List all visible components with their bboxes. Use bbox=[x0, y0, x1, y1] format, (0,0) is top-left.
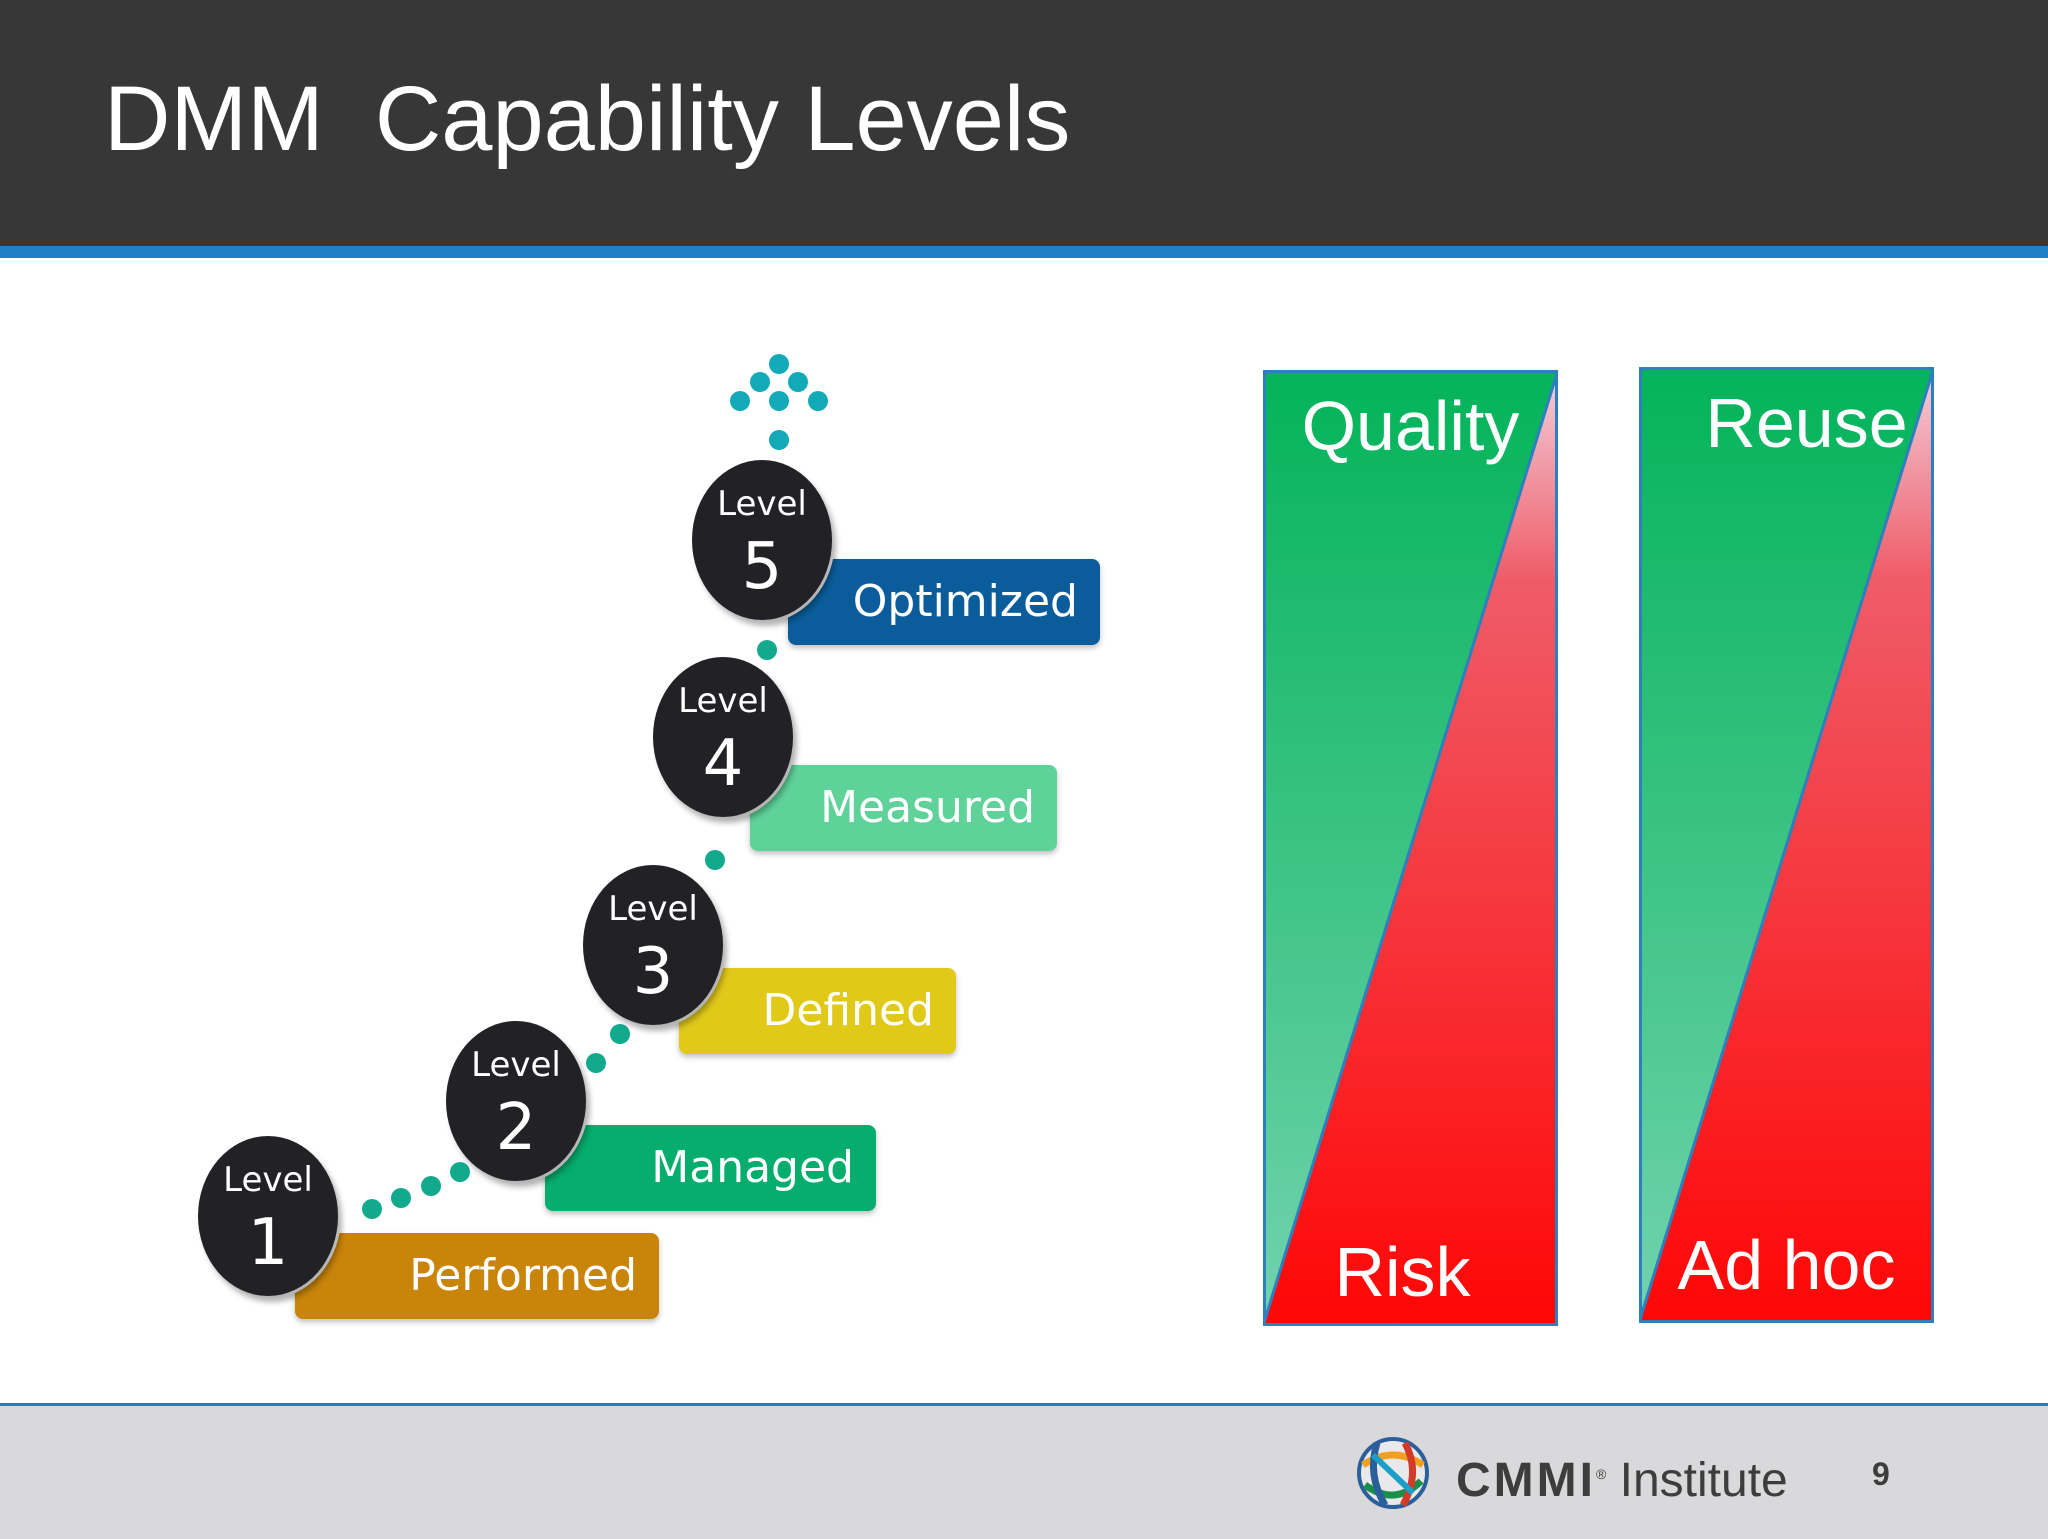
level-2-word: Level bbox=[471, 1045, 561, 1085]
level-4-word: Level bbox=[678, 681, 768, 721]
level-1-badge: Level 1 bbox=[198, 1136, 338, 1296]
connector-dot bbox=[391, 1188, 411, 1208]
burst-dot bbox=[788, 372, 808, 392]
risk-label: Risk bbox=[1334, 1233, 1471, 1311]
burst-dot bbox=[730, 391, 750, 411]
burst-dot bbox=[769, 354, 789, 374]
footer-brand-cmmi: CMMI bbox=[1456, 1454, 1596, 1507]
level-5-number: 5 bbox=[741, 530, 783, 604]
connector-dot bbox=[362, 1199, 382, 1219]
connector-dot bbox=[450, 1162, 470, 1182]
connector-dot bbox=[586, 1053, 606, 1073]
level-2-number: 2 bbox=[495, 1091, 537, 1165]
connector-dot bbox=[610, 1024, 630, 1044]
page-number: 9 bbox=[1872, 1456, 1890, 1492]
level-5-stage-bar: Optimized bbox=[788, 559, 1100, 645]
burst-dot bbox=[750, 372, 770, 392]
level-1-stage-bar: Performed bbox=[295, 1233, 659, 1319]
level-1-number: 1 bbox=[247, 1206, 289, 1280]
level-2-stage-label: Managed bbox=[651, 1142, 854, 1193]
level-3-word: Level bbox=[608, 889, 698, 929]
burst-dot bbox=[769, 391, 789, 411]
ad-hoc-label: Ad hoc bbox=[1677, 1226, 1896, 1304]
burst-dot bbox=[769, 430, 789, 450]
level-5-badge: Level 5 bbox=[692, 460, 832, 620]
header-accent-line bbox=[0, 246, 2048, 258]
level-4-badge: Level 4 bbox=[653, 657, 793, 817]
footer-brand-suffix: Institute bbox=[1619, 1454, 1788, 1507]
level-5-word: Level bbox=[717, 484, 807, 524]
level-5-stage-label: Optimized bbox=[852, 576, 1078, 627]
burst-dot bbox=[808, 391, 828, 411]
level-3-stage-bar: Defined bbox=[679, 968, 956, 1054]
level-2-stage-bar: Managed bbox=[545, 1125, 876, 1211]
level-2-badge: Level 2 bbox=[446, 1021, 586, 1181]
header-bar bbox=[0, 0, 2048, 246]
reuse-label: Reuse bbox=[1705, 384, 1908, 462]
level-1-stage-label: Performed bbox=[409, 1250, 637, 1301]
footer-bar bbox=[0, 1403, 2048, 1539]
level-3-stage-label: Defined bbox=[762, 985, 934, 1036]
connector-dot bbox=[421, 1176, 441, 1196]
connector-dot bbox=[757, 640, 777, 660]
reuse-adhoc-panel: Reuse Ad hoc bbox=[1639, 367, 1934, 1323]
quality-risk-panel: Quality Risk bbox=[1263, 370, 1558, 1326]
connector-dot bbox=[705, 850, 725, 870]
cmmi-globe-logo-icon bbox=[1357, 1437, 1429, 1509]
level-4-number: 4 bbox=[702, 727, 744, 801]
quality-risk-graphic bbox=[1263, 370, 1558, 1326]
quality-label: Quality bbox=[1301, 387, 1520, 465]
level-4-stage-label: Measured bbox=[820, 782, 1035, 833]
level-3-number: 3 bbox=[632, 935, 674, 1009]
level-4-stage-bar: Measured bbox=[750, 765, 1057, 851]
slide-title: DMM Capability Levels bbox=[104, 68, 1071, 170]
reuse-adhoc-graphic bbox=[1639, 367, 1934, 1323]
level-3-badge: Level 3 bbox=[583, 865, 723, 1025]
footer-brand: CMMI® Institute bbox=[1456, 1454, 1788, 1507]
level-1-word: Level bbox=[223, 1160, 313, 1200]
